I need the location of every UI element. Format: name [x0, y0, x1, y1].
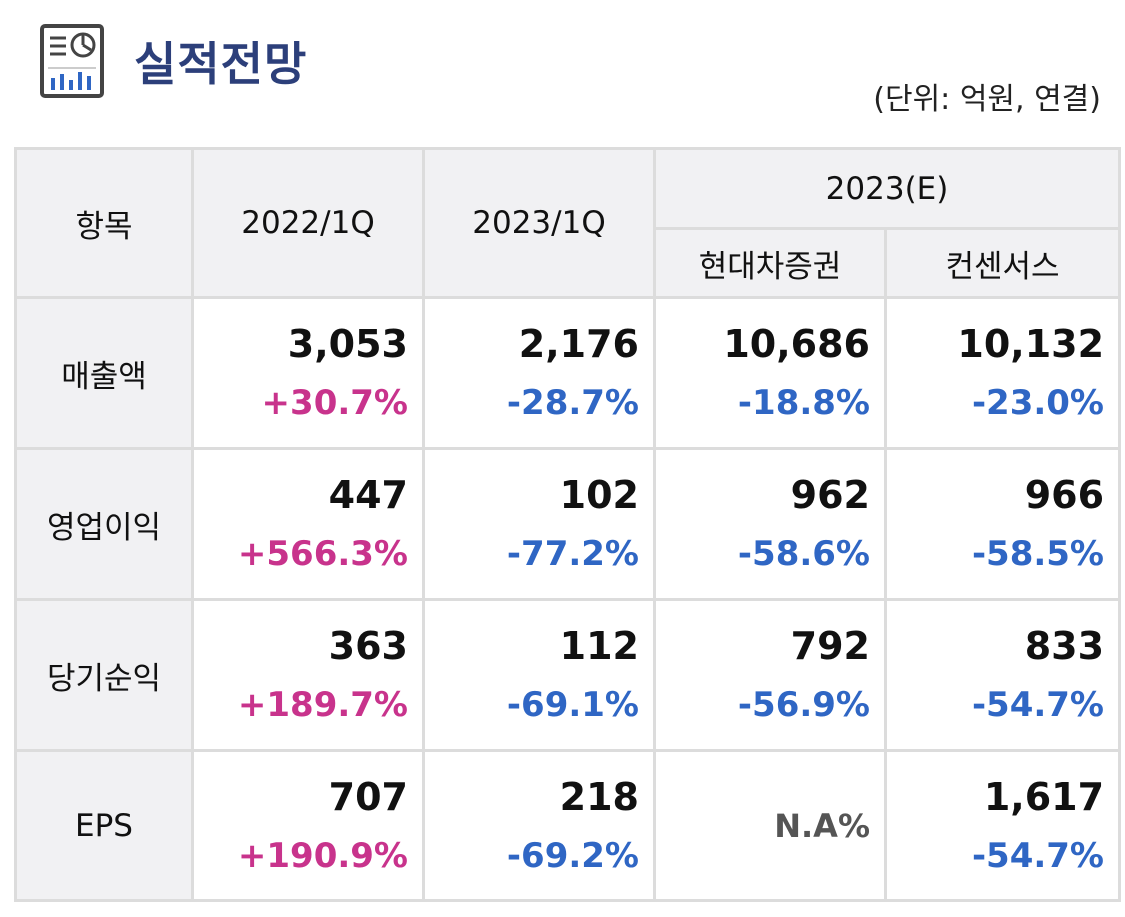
cell-change: +30.7%	[261, 383, 408, 423]
table-row: 당기순익 363 +189.7% 112 -69.1% 792 -56.9% 833 -…	[14, 598, 1122, 752]
cell-change: -69.1%	[506, 685, 639, 725]
cell-value: 447	[328, 473, 408, 517]
report-chart-icon	[40, 24, 104, 98]
table-cell: 962 -58.6%	[653, 447, 887, 601]
cell-change: -18.8%	[737, 383, 870, 423]
cell-value: 792	[790, 624, 870, 668]
row-label: 매출액	[14, 296, 194, 450]
row-label: 영업이익	[14, 447, 194, 601]
cell-value: 966	[1024, 473, 1105, 517]
table-cell: 1,617 -54.7%	[883, 749, 1122, 902]
table-cell: 102 -77.2%	[422, 447, 656, 601]
table-cell: 833 -54.7%	[883, 598, 1122, 752]
header: 실적전망 (단위: 억원, 연결)	[0, 0, 1125, 140]
row-label: EPS	[14, 749, 194, 902]
header-2023-1q: 2023/1Q	[422, 147, 656, 299]
cell-value: 707	[328, 774, 408, 819]
table-row: EPS 707 +190.9% 218 -69.2% N.A% 1,617 -54.7…	[14, 749, 1122, 902]
cell-change: -23.0%	[971, 383, 1105, 423]
cell-value: 833	[1024, 624, 1105, 668]
cell-change: -77.2%	[506, 534, 639, 574]
table-cell: 10,132 -23.0%	[883, 296, 1122, 450]
unit-note: (단위: 억원, 연결)	[873, 82, 1101, 117]
cell-value: 102	[559, 473, 639, 517]
row-label: 당기순익	[14, 598, 194, 752]
cell-change: +189.7%	[237, 685, 408, 725]
header-item: 항목	[14, 147, 194, 299]
na-cell: N.A%	[653, 749, 887, 902]
cell-value: 962	[790, 473, 870, 517]
page-title: 실적전망	[134, 37, 308, 91]
table-row: 매출액 3,053 +30.7% 2,176 -28.7% 10,686 -18.8%…	[14, 296, 1122, 450]
table-cell: 707 +190.9%	[191, 749, 425, 902]
cell-change: -58.5%	[971, 534, 1105, 574]
table-cell: 447 +566.3%	[191, 447, 425, 601]
cell-change: -58.6%	[737, 534, 870, 574]
table-cell: 218 -69.2%	[422, 749, 656, 902]
cell-change: +190.9%	[237, 835, 408, 876]
table-cell: 2,176 -28.7%	[422, 296, 656, 450]
table-cell: 966 -58.5%	[883, 447, 1122, 601]
cell-value: 1,617	[983, 774, 1105, 819]
table-row: 영업이익 447 +566.3% 102 -77.2% 962 -58.6% 966 -…	[14, 447, 1122, 601]
cell-value: 218	[559, 774, 639, 819]
table-cell: 363 +189.7%	[191, 598, 425, 752]
earnings-forecast-table: 항목 2022/1Q 2023/1Q 2023(E) 현대차증권 컨센서스 매출…	[14, 147, 1122, 902]
cell-change: -56.9%	[737, 685, 870, 725]
header-2022-1q: 2022/1Q	[191, 147, 425, 299]
header-consensus: 컨센서스	[883, 227, 1122, 299]
table-cell: 3,053 +30.7%	[191, 296, 425, 450]
table-cell: 10,686 -18.8%	[653, 296, 887, 450]
cell-value: 363	[328, 624, 408, 668]
cell-change: -28.7%	[506, 383, 639, 423]
cell-value: 10,132	[957, 322, 1105, 366]
header-2023e: 2023(E)	[652, 147, 1122, 230]
cell-value: 2,176	[518, 322, 639, 366]
cell-value: 112	[559, 624, 639, 668]
cell-value: 3,053	[287, 322, 408, 366]
header-hyundai-securities: 현대차증권	[653, 227, 887, 299]
table-cell: 112 -69.1%	[422, 598, 656, 752]
cell-change: -54.7%	[971, 835, 1105, 876]
cell-change: -54.7%	[971, 685, 1105, 725]
cell-change: +566.3%	[237, 534, 408, 574]
table-cell: 792 -56.9%	[653, 598, 887, 752]
cell-change: -69.2%	[506, 835, 639, 876]
cell-value: 10,686	[723, 322, 870, 366]
